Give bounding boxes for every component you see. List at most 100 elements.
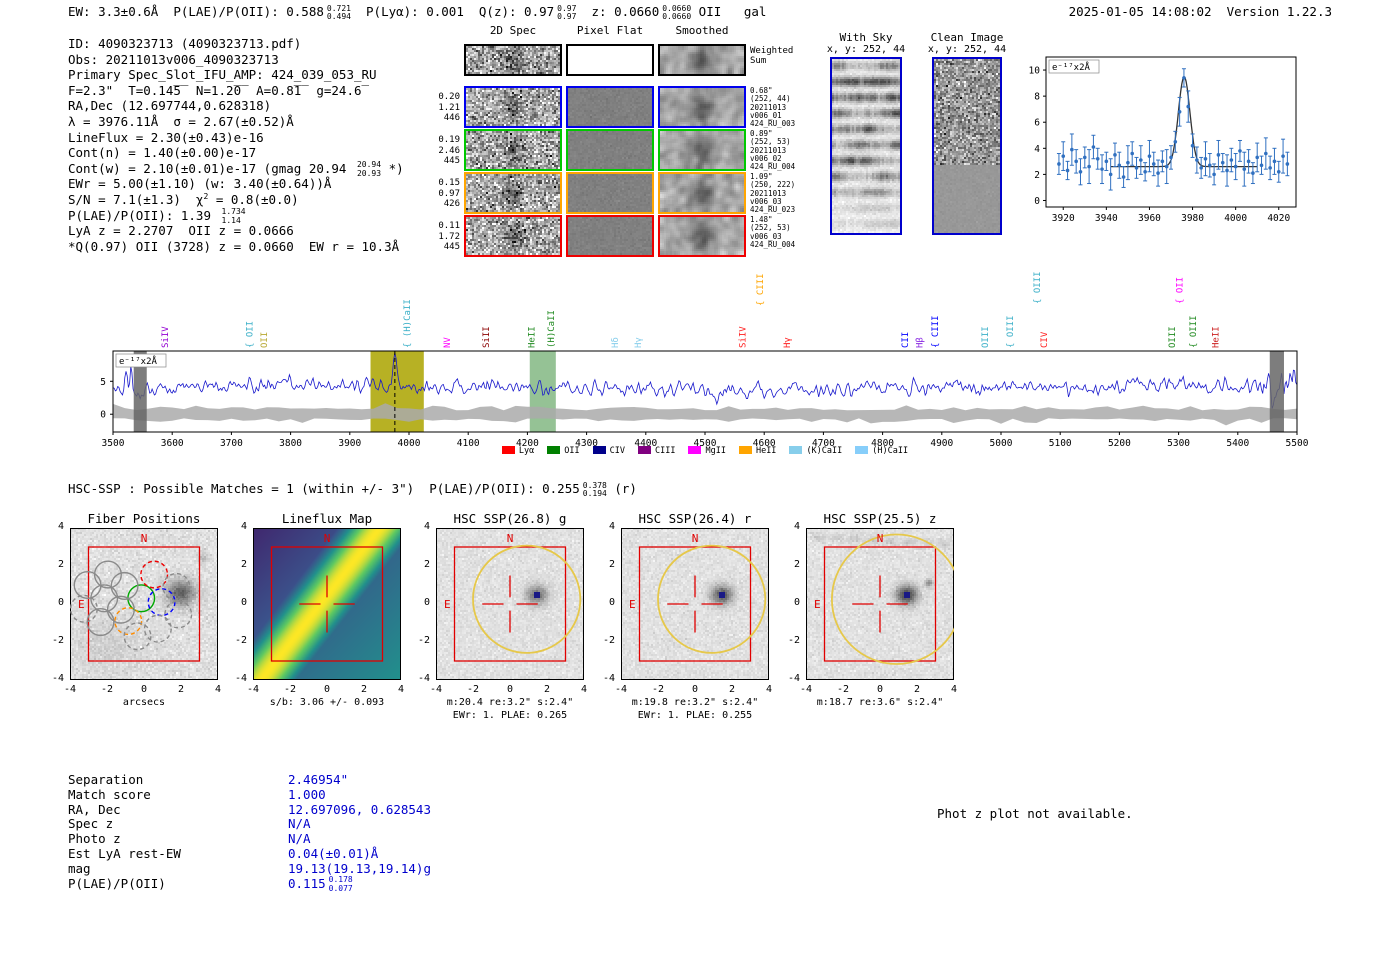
cutout-y-tick: 4 — [793, 521, 800, 532]
pixel-flat-image — [568, 88, 652, 126]
x-tick-label: 4600 — [753, 438, 776, 449]
legend-swatch — [547, 446, 561, 454]
match-row-label: Est LyA rest-EW — [68, 846, 181, 861]
cutout-title: Lineflux Map — [281, 511, 373, 526]
data-point — [1156, 171, 1160, 175]
extraction-box — [638, 546, 752, 662]
info-line: F=2.3" T=0.14̅5̅ N=1.2̅0̅ A=0.8̅1̅ g=24.… — [68, 83, 404, 99]
legend-item: (H)CaII — [855, 446, 908, 456]
withsky-title: With Sky — [839, 31, 893, 44]
data-point — [1203, 156, 1208, 161]
y-tick-label: 8 — [1034, 92, 1040, 103]
y-tick-label: 5 — [100, 377, 106, 388]
fiber-circle — [162, 572, 191, 601]
fraction-bottom: 0.0660 — [662, 12, 692, 21]
stacked-fraction: 0.378 0.194 — [583, 481, 607, 499]
x-tick-label: 3940 — [1095, 213, 1118, 224]
spectral-line-label: Hδ — [611, 337, 621, 348]
data-point — [1251, 171, 1255, 175]
info-line: P(LAE)/P(OII): 1.39 1.734 1.14 — [68, 207, 404, 224]
cutout-caption: arcsecs — [122, 697, 166, 708]
compass-east-label: E — [444, 598, 451, 611]
data-point — [1113, 153, 1117, 157]
cutout-y-tick: 4 — [423, 521, 430, 532]
data-point — [1087, 164, 1091, 169]
pixel-flat-image — [568, 131, 652, 169]
cutout-panel-lineflux: N — [253, 528, 401, 680]
legend-item: (K)CaII — [789, 446, 842, 456]
masked-band — [1269, 351, 1284, 432]
data-point — [1078, 169, 1083, 174]
match-row-value: 19.13(19.13,19.14)g — [288, 861, 431, 876]
legend-label: OII — [564, 446, 580, 456]
x-tick-label: 4800 — [871, 438, 894, 449]
x-tick-label: 3920 — [1052, 213, 1075, 224]
fiber-circle — [70, 594, 98, 623]
spec2d-cell-smooth — [658, 129, 746, 171]
spectrum-legend: Lyα OII CIV CIII MgII HeII (K)CaII (H)CaII — [113, 446, 1297, 456]
compass-east-label: E — [78, 598, 85, 611]
data-point — [1095, 156, 1100, 161]
cutout-x-tick: 0 — [506, 684, 514, 695]
data-point — [1091, 145, 1096, 149]
axes-frame — [1045, 56, 1297, 208]
match-row-label: mag — [68, 860, 91, 876]
cutout-caption: s/b: 3.06 +/- 0.093 — [269, 697, 385, 708]
line-fit-chart: 3920 3940 3960 3980 4000 4020 0 2 4 6 8 10 e⁻¹⁷x2Å — [1029, 56, 1297, 224]
data-point — [1276, 169, 1281, 174]
cutout-x-tick: -2 — [836, 684, 850, 695]
text-segment: Obs: 20211013v006_4090323713 — [68, 51, 279, 67]
spectral-line-label: SiIV — [161, 326, 171, 348]
cutout-y-tick: 0 — [57, 597, 64, 608]
smoothed-image — [660, 174, 744, 212]
cutout-x-tick: 2 — [913, 684, 921, 695]
data-point — [1272, 159, 1277, 164]
text-segment: Primary Spec_Slot_IFU_AMP: 424_039_053_R… — [68, 67, 377, 83]
data-point — [1195, 158, 1199, 162]
text-segment: λ = 3976.11Å σ = 2.67(±0.52)Å — [68, 113, 294, 129]
cutout-x-tick: 4 — [950, 684, 958, 695]
data-point — [1259, 163, 1264, 168]
data-point — [1130, 151, 1135, 156]
info-line: LyA z = 2.2707 OII z = 0.0666 — [68, 223, 404, 239]
spectral-line-label: NV — [443, 337, 453, 348]
text-segment: EW: 3.3±0.6Å P(LAE)/P(OII): 0.588 — [68, 4, 324, 19]
legend-item: MgII — [688, 446, 726, 456]
data-point — [1246, 159, 1251, 164]
cutout-x-tick: 2 — [543, 684, 551, 695]
cutout-overlay: NE — [70, 528, 218, 680]
spectral-line-label: SiIV — [738, 326, 748, 348]
fraction-bottom: 20.93 — [356, 168, 382, 178]
legend-swatch — [592, 446, 606, 454]
hsc-cutout-image — [621, 528, 769, 680]
legend-swatch — [688, 446, 702, 454]
x-tick-label: 4200 — [516, 438, 539, 449]
cutout-x-tick: 4 — [397, 684, 405, 695]
info-line: *Q(0.97) OII (3728) z = 0.0660 EW r = 10… — [68, 239, 404, 255]
value-text: 1.000 — [288, 786, 326, 802]
spec2d-row-annotation: 0.68" (252, 44) 20211013 v006_01 424_RU_003 — [750, 86, 796, 129]
data-point — [1199, 166, 1203, 170]
cutout-title: HSC SSP(26.8) g — [453, 511, 567, 526]
x-tick-label: 3600 — [161, 438, 184, 449]
spectral-line-label: (H)CaII — [547, 310, 557, 348]
cutout-y-tick: 0 — [423, 597, 430, 608]
text-segment: z: 0.0660 — [576, 4, 660, 19]
spec2d-cell-smooth — [658, 86, 746, 128]
data-point — [1104, 159, 1109, 164]
cutout-caption: m:19.8 re:3.2" s:2.4" — [631, 697, 759, 708]
spec2d-row-weights: 0.15 0.97 426 — [438, 178, 460, 209]
value-text: N/A — [288, 816, 311, 832]
cutout-title: HSC SSP(25.5) z — [823, 511, 937, 526]
x-tick-label: 4300 — [575, 438, 598, 449]
value-text: 12.697096, 0.628543 — [288, 801, 431, 817]
info-line: S/N = 7.1(±1.3) χ2 = 0.8(±0.0) — [68, 192, 404, 208]
spectral-line-label: { OIII — [1006, 315, 1016, 348]
superscript: 2 — [203, 191, 209, 201]
legend-label: (H)CaII — [872, 446, 909, 456]
x-tick-label: 4700 — [812, 438, 835, 449]
x-tick-label: 4100 — [457, 438, 480, 449]
